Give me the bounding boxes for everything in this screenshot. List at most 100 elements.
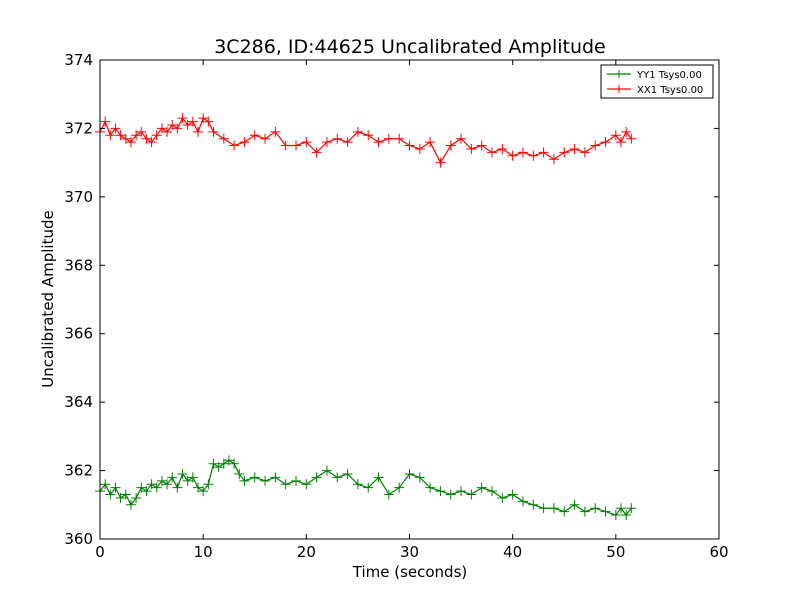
data-point [249,472,260,483]
data-point [425,137,436,148]
data-point [373,137,384,148]
data-point [435,157,446,168]
data-point [125,499,136,510]
data-point [172,482,183,493]
data-point [213,462,224,473]
series-line [99,117,632,164]
data-point [590,140,601,151]
data-point [626,503,637,514]
data-point [579,147,590,158]
data-point [311,472,322,483]
y-tick-label: 372 [64,119,93,137]
data-point [167,120,178,131]
data-point [528,499,539,510]
data-point [223,455,234,466]
series-0 [95,455,637,521]
data-point [100,479,111,490]
data-point [456,486,467,497]
y-tick-label: 374 [64,51,93,69]
data-point [162,479,173,490]
axes: 0 10 20 30 40 50 60 360 362 364 366 368 370 372 374 [64,51,728,561]
data-point [569,143,580,154]
data-point [414,472,425,483]
data-point [125,137,136,148]
data-point [198,113,209,124]
legend-label: XX1 Tsys0.00 [637,85,703,96]
x-tick-label: 20 [297,543,316,561]
data-point [342,468,353,479]
data-point [208,458,219,469]
data-point [435,486,446,497]
data-point [105,130,116,141]
data-point [456,133,467,144]
data-point [414,143,425,154]
data-point [229,458,240,469]
data-point [600,137,611,148]
data-point [342,137,353,148]
x-tick-label: 10 [194,543,213,561]
data-point [187,116,198,127]
data-point [332,133,343,144]
data-point [105,489,116,500]
data-point [466,489,477,500]
data-point [301,137,312,148]
data-point [156,475,167,486]
y-axis-label: Uncalibrated Amplitude [39,210,57,387]
data-point [136,482,147,493]
data-point [466,143,477,154]
data-point [110,482,121,493]
data-point [187,472,198,483]
data-point [120,489,131,500]
data-point [528,150,539,161]
chart-title: 3C286, ID:44625 Uncalibrated Amplitude [214,36,606,58]
data-point [193,126,204,137]
data-point [146,137,157,148]
y-tick-label: 366 [64,325,93,343]
data-point [538,503,549,514]
data-point [146,479,157,490]
data-point [383,133,394,144]
data-point [131,492,142,503]
data-point [569,499,580,510]
x-tick-label: 0 [95,543,105,561]
data-point [559,506,570,517]
data-point [487,147,498,158]
data-point [321,465,332,476]
legend: YY1 Tsys0.00 XX1 Tsys0.00 [600,64,714,99]
data-point [203,479,214,490]
plot-area [95,113,637,521]
data-point [280,140,291,151]
data-point [621,510,632,521]
data-point [626,133,637,144]
data-point [291,475,302,486]
data-point [394,482,405,493]
data-point [621,126,632,137]
data-point [167,472,178,483]
data-point [538,147,549,158]
data-point [321,137,332,148]
data-point [352,126,363,137]
data-point [151,482,162,493]
data-point [507,489,518,500]
data-point [497,143,508,154]
data-point [182,120,193,131]
data-point [291,140,302,151]
data-point [115,492,126,503]
data-point [110,123,121,134]
data-point [156,123,167,134]
data-point [249,130,260,141]
data-point [260,475,271,486]
x-tick-label: 30 [400,543,419,561]
data-point [445,489,456,500]
data-point [352,479,363,490]
data-point [203,116,214,127]
data-point [131,130,142,141]
data-point [270,126,281,137]
data-point [193,482,204,493]
data-point [517,496,528,507]
data-point [610,510,621,521]
data-point [476,140,487,151]
data-point [383,489,394,500]
